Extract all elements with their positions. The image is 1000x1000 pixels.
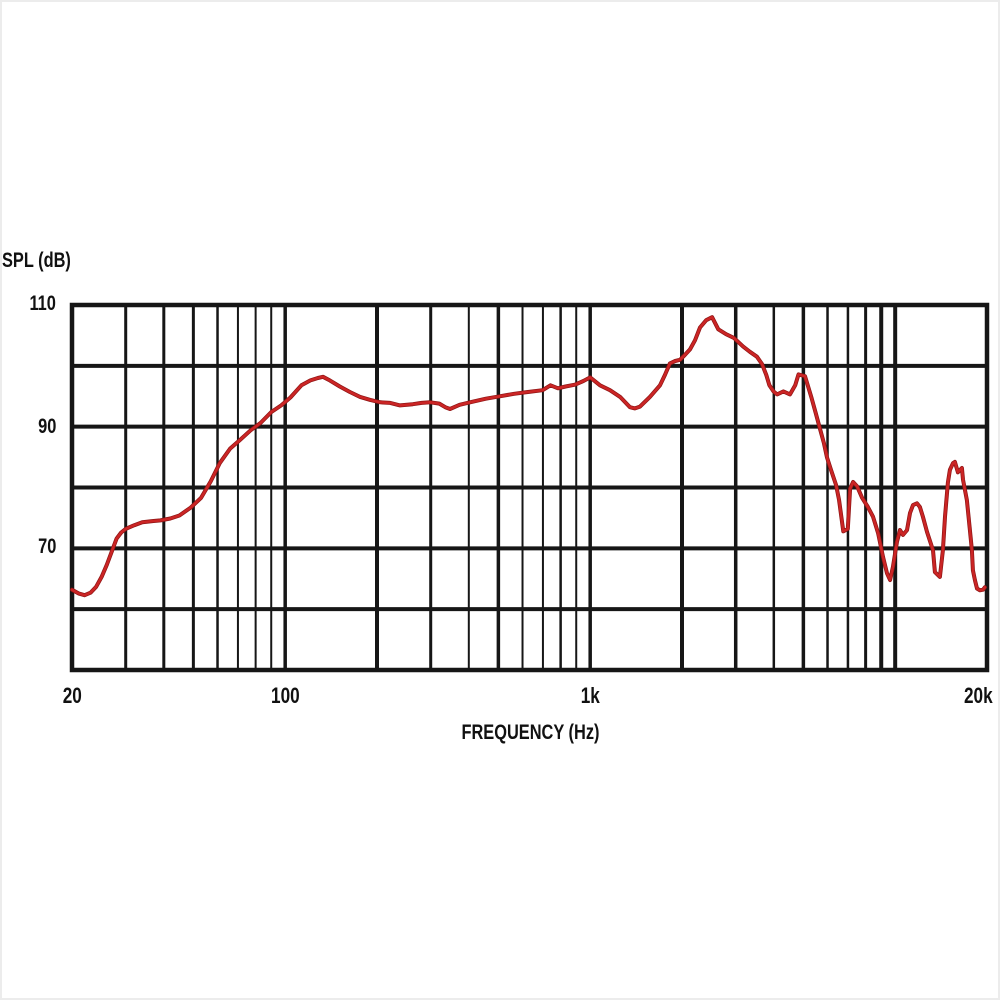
y-axis-title: SPL (dB) [2, 249, 71, 272]
x-tick-20: 20 [62, 683, 82, 708]
x-tick-100: 100 [270, 683, 300, 708]
y-tick-90: 90 [37, 415, 56, 438]
response-curve [70, 315, 987, 597]
x-tick-20k: 20k [964, 683, 993, 708]
y-tick-110: 110 [29, 292, 56, 315]
x-axis-title: FREQUENCY (Hz) [460, 721, 600, 744]
x-tick-1k: 1k [580, 683, 600, 708]
y-tick-70: 70 [37, 535, 56, 558]
